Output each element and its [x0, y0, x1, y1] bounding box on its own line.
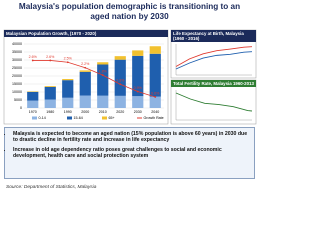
bar-segment	[149, 46, 161, 54]
legend-label: 15-64	[74, 116, 83, 120]
bar-segment	[132, 50, 144, 56]
data-label: 1.3%	[116, 79, 125, 83]
bar-segment	[114, 56, 126, 60]
bar-segment	[62, 79, 74, 81]
data-label: 1.8%	[99, 70, 108, 74]
y-tick-label: 30000	[12, 58, 22, 62]
x-tick-label: 2040	[151, 110, 159, 114]
source-note: Source: Department of Statistics, Malays…	[6, 185, 97, 190]
bar-segment	[132, 55, 144, 97]
bar-segment	[44, 99, 56, 108]
x-tick-label: 1970	[29, 110, 37, 114]
y-tick-label: 35000	[12, 50, 22, 54]
bar-segment	[149, 96, 161, 108]
data-label: 2.6%	[29, 55, 38, 59]
y-tick-label: 15000	[12, 82, 22, 86]
growth-point	[31, 59, 34, 62]
bullet-list: Malaysia is expected to become an aged n…	[4, 127, 255, 179]
growth-point	[66, 61, 69, 64]
x-tick-label: 1980	[46, 110, 54, 114]
bar-segment	[97, 62, 109, 65]
x-tick-label: 2000	[81, 110, 89, 114]
growth-point	[84, 66, 87, 69]
y-tick-label: 40000	[12, 42, 22, 46]
y-tick-label: 20000	[12, 74, 22, 78]
x-tick-label: 1990	[64, 110, 72, 114]
bar-segment	[149, 53, 161, 97]
bar-segment	[27, 100, 39, 108]
charts: 0 5000 10000 15000 20000 25000 30000 35000 40000…	[3, 29, 257, 125]
legend-swatch	[32, 116, 37, 120]
legend-label: 0-14	[39, 116, 46, 120]
bar-segment	[97, 95, 109, 108]
data-label: 2.6%	[46, 55, 55, 59]
slide-title: Malaysia's population demographic is tra…	[18, 2, 241, 21]
legend-swatch	[102, 116, 107, 120]
growth-point	[154, 96, 157, 98]
series-line	[175, 51, 253, 70]
x-tick-label: 2030	[134, 110, 142, 114]
y-tick-label: 10000	[12, 90, 22, 94]
y-tick-label: 0	[20, 106, 22, 110]
data-label: 2.2%	[81, 62, 90, 66]
bar-segment	[62, 80, 74, 98]
bar-segment	[79, 70, 91, 72]
growth-point	[49, 59, 52, 62]
growth-point	[119, 83, 122, 86]
bar-segment	[27, 91, 39, 101]
legend-swatch	[67, 116, 72, 120]
series-line	[175, 92, 253, 112]
bar-segment	[62, 97, 74, 108]
data-label: 0.6%	[151, 91, 160, 95]
bar-segment	[79, 71, 91, 96]
x-tick-label: 2020	[116, 110, 124, 114]
legend-label: 65+	[109, 116, 115, 120]
series-line	[175, 46, 253, 67]
bar-segment	[114, 59, 126, 96]
growth-point	[101, 74, 104, 76]
data-label: 0.9%	[134, 86, 143, 90]
chart-title: Life Expectancy at Birth, Malaysia (1960…	[171, 30, 256, 42]
y-tick-label: 25000	[12, 66, 22, 70]
growth-point	[136, 90, 139, 93]
bar-segment	[44, 86, 56, 87]
bar-segment	[132, 96, 144, 108]
bar-segment	[114, 95, 126, 108]
chart-title: Total Fertility Rate, Malaysia 1960-2013	[171, 80, 256, 87]
growth-line	[32, 60, 156, 98]
bar-segment	[79, 95, 91, 108]
bar-segment	[44, 86, 56, 100]
y-tick-label: 5000	[14, 98, 22, 102]
x-tick-label: 2010	[99, 110, 107, 114]
bullet: Increase in old age dependency ratio pos…	[13, 147, 250, 160]
data-label: 2.5%	[64, 57, 73, 61]
chart-frame	[170, 79, 257, 125]
bar-segment	[97, 64, 109, 96]
slide: Malaysia's population demographic is tra…	[0, 0, 259, 194]
chart-title: Malaysian Population Growth, (1970 - 202…	[4, 30, 168, 37]
bullet: Malaysia is expected to become an aged n…	[13, 131, 250, 144]
legend-label: Growth Rate	[144, 116, 164, 120]
